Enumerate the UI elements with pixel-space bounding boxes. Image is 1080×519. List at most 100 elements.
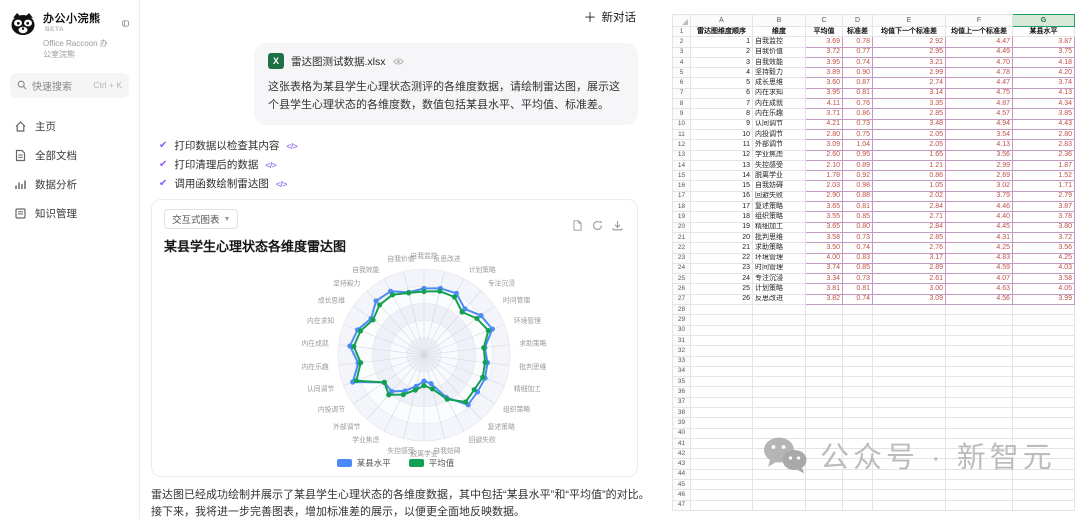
empty-cell[interactable]: [1012, 406, 1075, 419]
cell-order[interactable]: 15: [690, 180, 753, 192]
cell-order[interactable]: 1: [690, 36, 753, 48]
empty-cell[interactable]: [1012, 345, 1075, 357]
empty-cell[interactable]: [805, 489, 843, 501]
cell-dimension[interactable]: 批判思维: [752, 231, 806, 244]
cell-dimension[interactable]: 回避失败: [752, 190, 806, 203]
empty-cell[interactable]: [752, 304, 806, 316]
empty-cell[interactable]: [872, 376, 946, 388]
cell-value[interactable]: 3.00: [872, 283, 946, 295]
empty-cell[interactable]: [752, 499, 806, 511]
cell-dimension[interactable]: 自我监控: [752, 36, 806, 48]
empty-cell[interactable]: [872, 386, 946, 398]
row-header[interactable]: 15: [672, 170, 691, 182]
cell-value[interactable]: 2.99: [872, 67, 946, 79]
cell-value[interactable]: 2.84: [872, 221, 946, 233]
empty-cell[interactable]: [690, 489, 753, 501]
empty-cell[interactable]: [872, 417, 946, 429]
empty-cell[interactable]: [1012, 376, 1075, 388]
row-header[interactable]: 35: [672, 376, 691, 388]
cell-value[interactable]: 3.34: [805, 273, 843, 285]
empty-cell[interactable]: [805, 304, 843, 316]
cell-value[interactable]: 3.95: [805, 56, 843, 69]
empty-cell[interactable]: [842, 396, 873, 408]
cell-order[interactable]: 11: [690, 139, 753, 151]
field-header-cell[interactable]: 均值下一个标准差: [872, 25, 946, 38]
empty-cell[interactable]: [842, 386, 873, 398]
empty-cell[interactable]: [690, 334, 753, 347]
cell-value[interactable]: 4.25: [945, 242, 1013, 254]
search-input[interactable]: 快速搜索 Ctrl + K: [10, 72, 129, 98]
cell-value[interactable]: 1.21: [872, 159, 946, 172]
cell-value[interactable]: 1.87: [1012, 159, 1075, 172]
empty-cell[interactable]: [945, 396, 1013, 408]
empty-cell[interactable]: [872, 334, 946, 347]
empty-cell[interactable]: [690, 314, 753, 326]
row-header[interactable]: 7: [672, 87, 691, 100]
row-header[interactable]: 34: [672, 365, 691, 378]
cell-order[interactable]: 19: [690, 221, 753, 233]
cell-value[interactable]: 0.98: [842, 180, 873, 192]
cell-value[interactable]: 2.05: [872, 139, 946, 151]
cell-value[interactable]: 4.46: [945, 201, 1013, 213]
empty-cell[interactable]: [690, 499, 753, 511]
row-header[interactable]: 5: [672, 67, 691, 79]
cell-dimension[interactable]: 专注沉浸: [752, 273, 806, 285]
cell-value[interactable]: 0.89: [842, 159, 873, 172]
cell-value[interactable]: 2.95: [872, 46, 946, 58]
refresh-icon[interactable]: [592, 220, 603, 231]
cell-value[interactable]: 4.63: [945, 283, 1013, 295]
empty-cell[interactable]: [690, 345, 753, 357]
cell-value[interactable]: 4.59: [945, 262, 1013, 275]
row-header[interactable]: 25: [672, 273, 691, 285]
empty-cell[interactable]: [1012, 499, 1075, 511]
cell-dimension[interactable]: 内在成就: [752, 98, 806, 110]
sidebar-item-home[interactable]: 主页: [10, 112, 129, 141]
row-header[interactable]: 26: [672, 283, 691, 295]
empty-cell[interactable]: [1012, 417, 1075, 429]
cell-order[interactable]: 2: [690, 46, 753, 58]
empty-cell[interactable]: [945, 406, 1013, 419]
task-step[interactable]: ✔ 打印数据以检查其内容 </>: [159, 136, 298, 155]
cell-dimension[interactable]: 环境管理: [752, 252, 806, 264]
cell-order[interactable]: 8: [690, 108, 753, 120]
cell-value[interactable]: 0.90: [842, 67, 873, 79]
cell-value[interactable]: 3.75: [1012, 46, 1075, 58]
empty-cell[interactable]: [805, 334, 843, 347]
field-header-cell[interactable]: 标准差: [842, 25, 873, 38]
cell-dimension[interactable]: 认同调节: [752, 118, 806, 130]
row-header[interactable]: 39: [672, 417, 691, 429]
cell-value[interactable]: 3.58: [1012, 273, 1075, 285]
cell-value[interactable]: 3.87: [1012, 36, 1075, 48]
cell-order[interactable]: 3: [690, 56, 753, 69]
row-header[interactable]: 36: [672, 386, 691, 398]
cell-value[interactable]: 2.74: [872, 77, 946, 89]
empty-cell[interactable]: [872, 324, 946, 336]
row-header[interactable]: 23: [672, 252, 691, 264]
cell-value[interactable]: 2.36: [1012, 149, 1075, 161]
empty-cell[interactable]: [945, 489, 1013, 501]
cell-value[interactable]: 4.47: [945, 77, 1013, 89]
cell-value[interactable]: 4.00: [805, 252, 843, 264]
cell-value[interactable]: 3.60: [805, 77, 843, 89]
cell-value[interactable]: 3.71: [805, 108, 843, 120]
field-header-cell[interactable]: 均值上一个标准差: [945, 25, 1013, 38]
cell-dimension[interactable]: 失控感受: [752, 159, 806, 172]
cell-value[interactable]: 4.18: [1012, 56, 1075, 69]
empty-cell[interactable]: [805, 345, 843, 357]
cell-value[interactable]: 4.45: [945, 221, 1013, 233]
empty-cell[interactable]: [752, 345, 806, 357]
empty-cell[interactable]: [690, 437, 753, 450]
cell-value[interactable]: 1.71: [1012, 180, 1075, 192]
empty-cell[interactable]: [945, 365, 1013, 378]
row-header[interactable]: 20: [672, 221, 691, 233]
cell-value[interactable]: 3.17: [872, 252, 946, 264]
empty-cell[interactable]: [872, 406, 946, 419]
cell-value[interactable]: 0.78: [842, 36, 873, 48]
cell-dimension[interactable]: 内在乐趣: [752, 108, 806, 120]
cell-value[interactable]: 4.83: [945, 252, 1013, 264]
row-header[interactable]: 31: [672, 334, 691, 347]
cell-value[interactable]: 0.87: [842, 77, 873, 89]
row-header[interactable]: 6: [672, 77, 691, 89]
cell-value[interactable]: 4.70: [945, 56, 1013, 69]
empty-cell[interactable]: [945, 304, 1013, 316]
